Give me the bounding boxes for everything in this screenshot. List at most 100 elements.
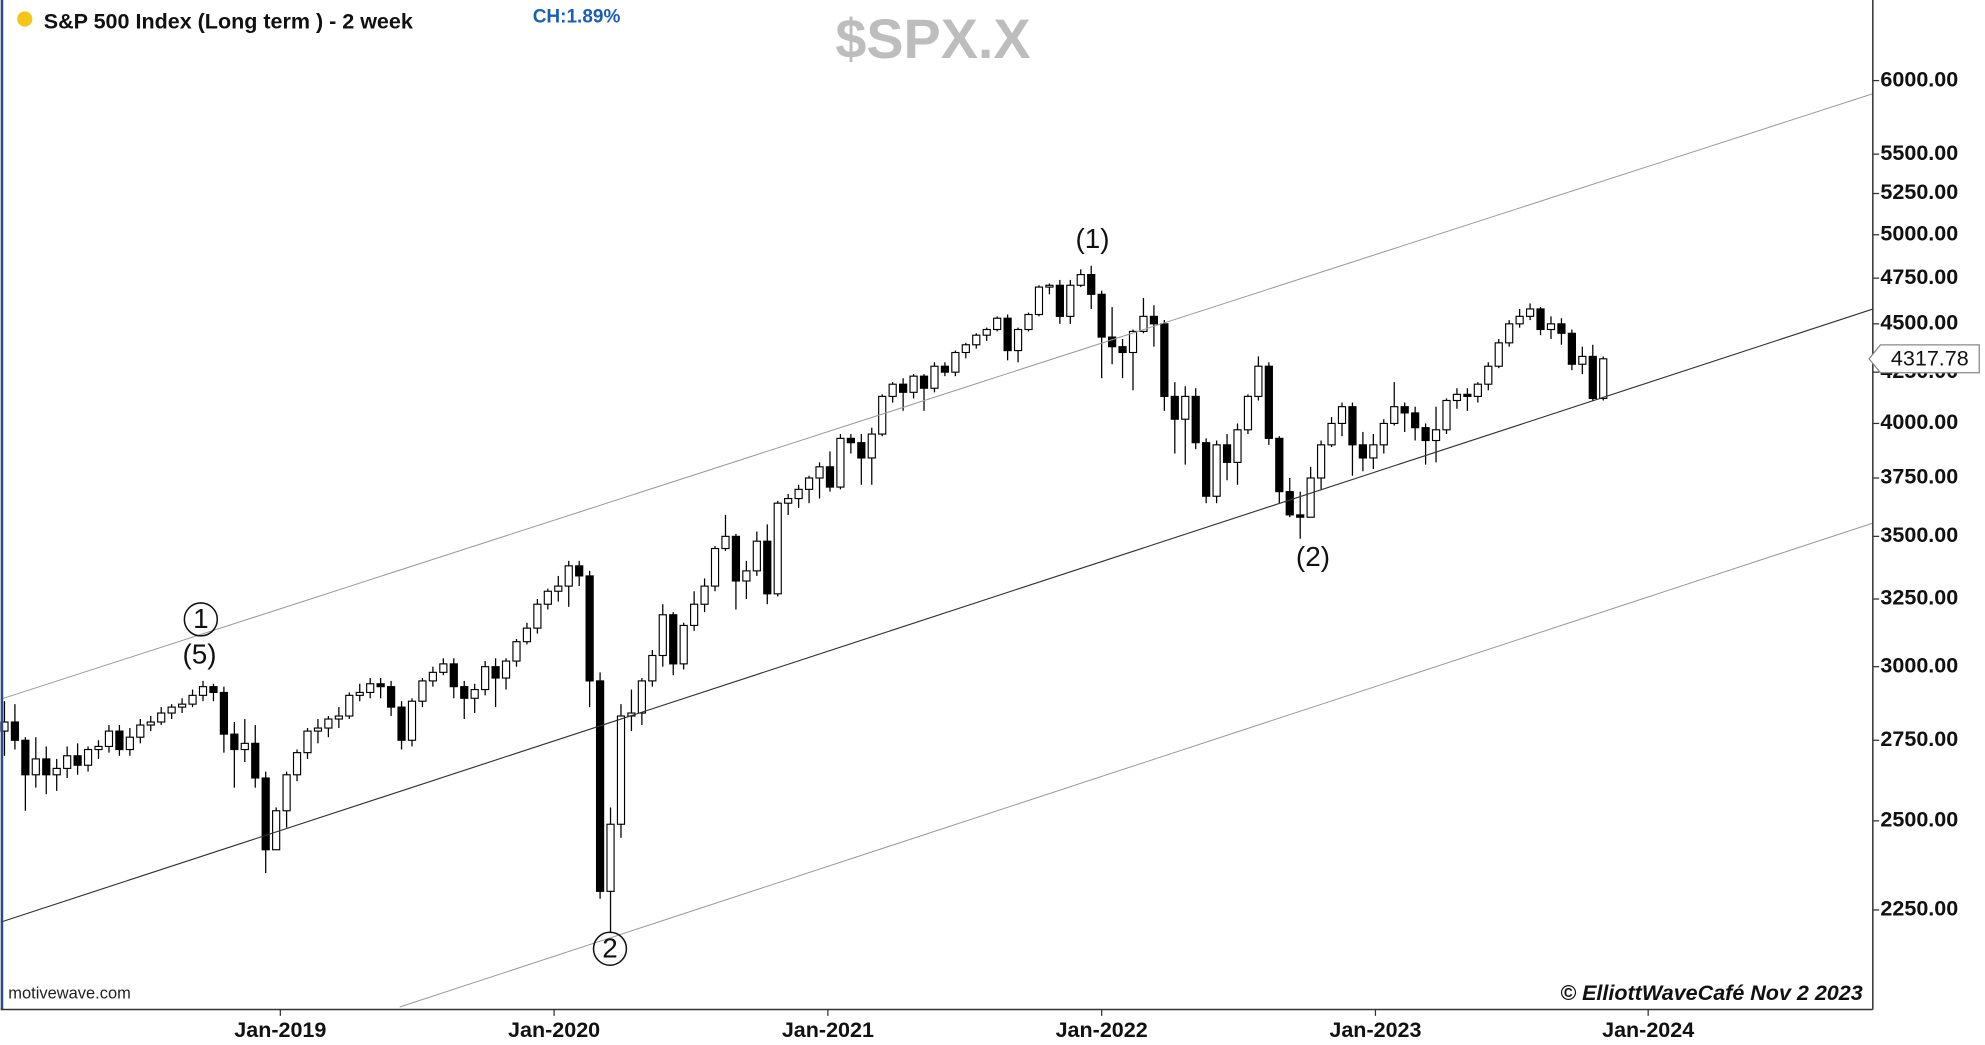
candle-body [324, 718, 333, 729]
candle-body [1160, 323, 1169, 397]
candle-body [742, 570, 751, 582]
candle-body [449, 663, 458, 688]
wave-label: 1 [193, 603, 209, 634]
candle-body [1034, 286, 1044, 316]
candle-body [993, 317, 1002, 331]
candle-body [1306, 477, 1315, 518]
wave-circle [592, 931, 628, 966]
candle-body [1557, 323, 1566, 334]
candle-body [1431, 429, 1441, 442]
candle-body [1316, 444, 1326, 479]
candle-body [292, 752, 302, 776]
candle-body [31, 758, 40, 776]
candle-body [1212, 444, 1221, 497]
candle-body [700, 585, 709, 605]
candle-body [1233, 429, 1242, 463]
candle-body [1505, 323, 1514, 344]
candle-body [177, 703, 187, 708]
candle-body [209, 686, 218, 694]
candle-body [167, 706, 176, 714]
y-tick-label: 3750.00 [1880, 465, 1958, 489]
candle-body [575, 565, 584, 577]
candle-body [1400, 406, 1409, 414]
candle-body [846, 437, 855, 444]
y-tick-label: 2250.00 [1880, 897, 1958, 921]
candle-body [376, 683, 385, 688]
candle-body [303, 730, 312, 754]
candle-body [1264, 365, 1273, 439]
candle-body [1254, 365, 1263, 397]
candle-body [1013, 328, 1023, 352]
candle-body [1181, 395, 1190, 420]
candle-body [1379, 422, 1388, 446]
candle-body [815, 466, 824, 479]
channel-line [0, 93, 1873, 700]
candle-body [554, 585, 563, 592]
candle-body [679, 624, 688, 665]
price-label-box [1868, 344, 1980, 374]
candle-body [42, 758, 51, 776]
candle-body [428, 671, 438, 682]
candle-body [1525, 308, 1535, 317]
candle-body [83, 748, 93, 766]
candle-body [1107, 336, 1117, 348]
candle-body [595, 680, 605, 892]
y-tick-label: 5250.00 [1880, 180, 1958, 204]
candle-body [460, 686, 469, 699]
candle-body [1149, 315, 1159, 325]
candle-body [1567, 332, 1577, 365]
x-tick-label: Jan-2020 [508, 1018, 600, 1042]
candle-body [1118, 346, 1127, 354]
candle-body [658, 614, 667, 657]
source: motivewave.com [8, 985, 131, 1003]
y-tick-label: 5000.00 [1880, 221, 1958, 245]
x-tick-label: Jan-2023 [1329, 1018, 1421, 1042]
candle-body [345, 694, 354, 717]
copyright: © ElliottWaveCafé Nov 2 2023 [1560, 981, 1862, 1005]
candle-body [1358, 444, 1368, 459]
candle-body [334, 715, 343, 720]
candle-body [1390, 406, 1399, 425]
candle-body [355, 691, 364, 696]
candle-body [1421, 427, 1430, 442]
candle-body [763, 540, 772, 595]
candle-body [940, 365, 950, 373]
candle-body [230, 733, 239, 751]
candle-body [1442, 399, 1451, 431]
candle-body [1588, 355, 1597, 400]
candle-body [219, 691, 229, 735]
candle-body [1076, 274, 1085, 286]
wave-circle [183, 602, 219, 637]
candle-body [1275, 437, 1284, 493]
candle-body [899, 383, 908, 393]
candle-body [1087, 274, 1096, 295]
candle-body [867, 433, 876, 459]
candle-body [909, 375, 918, 393]
candle-body [10, 721, 20, 741]
candle-body [1003, 317, 1012, 352]
candle-body [951, 351, 960, 373]
candle-body [1411, 412, 1420, 429]
y-tick-label: 3250.00 [1880, 586, 1958, 610]
wave-label: (5) [183, 638, 217, 669]
candle-body [1055, 284, 1064, 317]
candle-body [585, 575, 594, 682]
candle-body [1515, 315, 1524, 325]
candle-body [1191, 395, 1200, 444]
candle-body [857, 442, 866, 459]
candle-body [115, 730, 124, 751]
candle-body [1463, 393, 1472, 397]
wave-label: (1) [1076, 223, 1110, 254]
channel-line [0, 308, 1874, 923]
candle-body [1578, 355, 1587, 365]
candle-body [543, 590, 552, 605]
candle-body [481, 666, 490, 691]
candle-body [669, 614, 678, 665]
y-tick-label: 3000.00 [1880, 653, 1958, 677]
candle-body [251, 742, 260, 779]
y-tick-label: 2750.00 [1880, 727, 1958, 751]
candle-body [836, 437, 845, 488]
candle-body [1222, 444, 1232, 463]
candle-body [982, 328, 991, 336]
